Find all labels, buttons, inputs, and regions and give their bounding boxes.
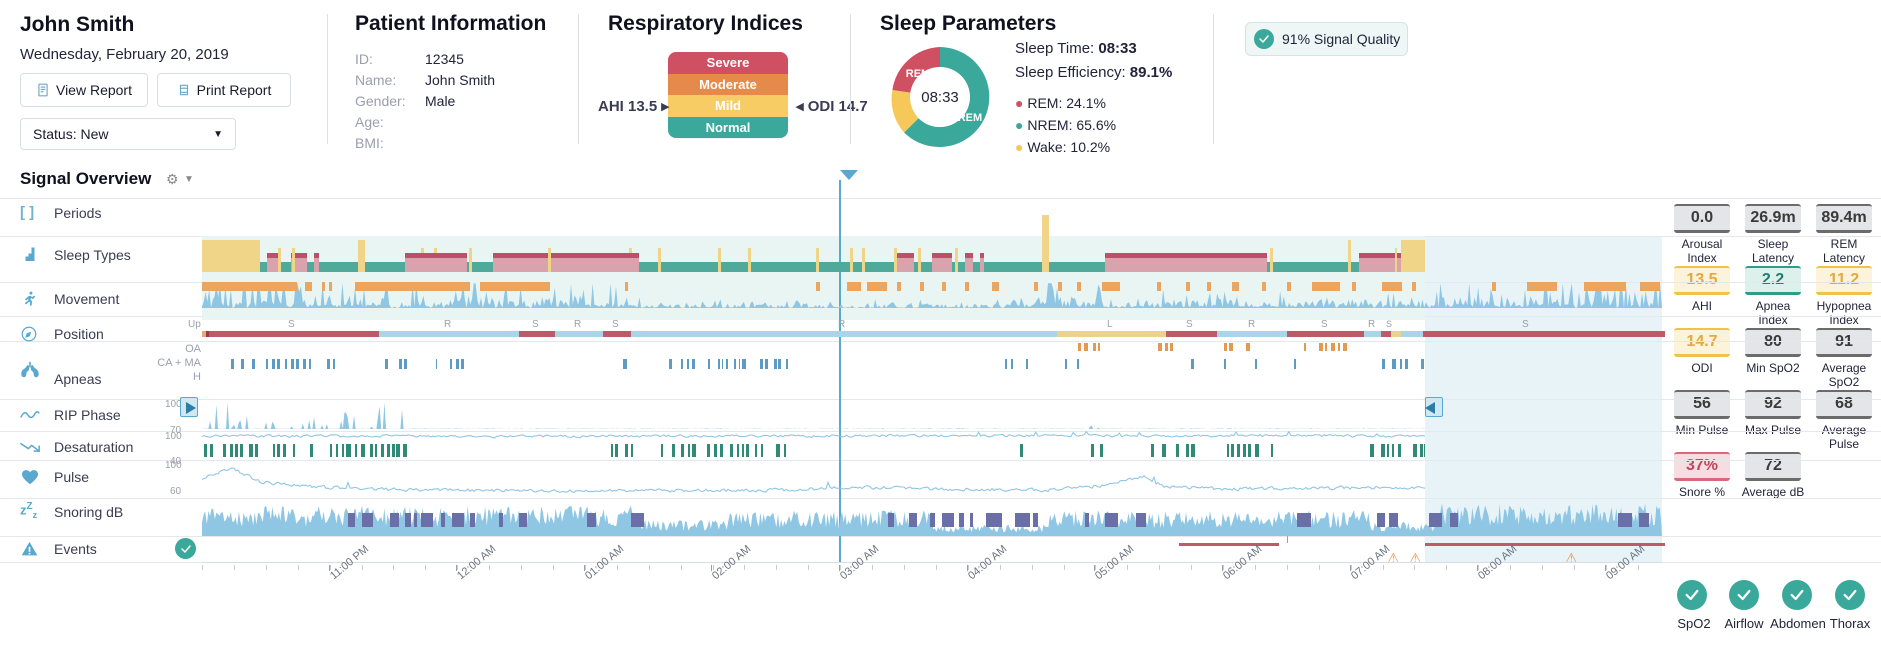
svg-text:REM: REM xyxy=(906,68,930,80)
svg-text:08:33: 08:33 xyxy=(921,89,959,106)
svg-text:NREM: NREM xyxy=(950,112,982,124)
